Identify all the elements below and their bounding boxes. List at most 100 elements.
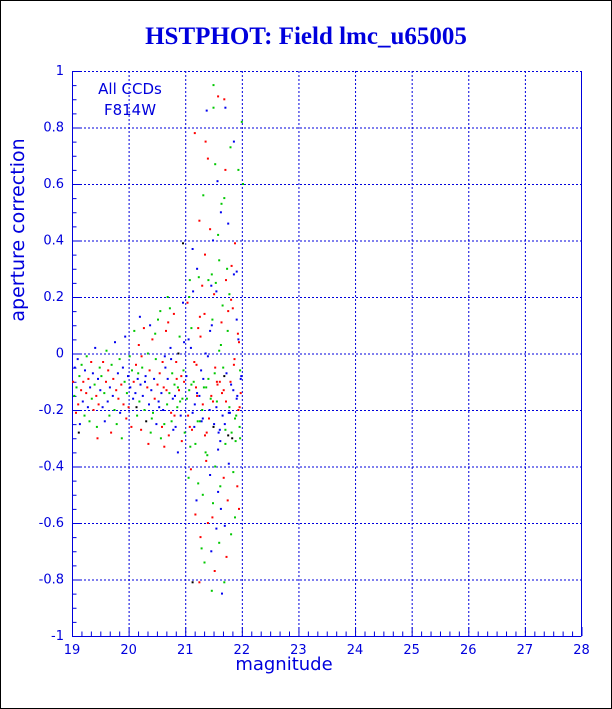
data-point-blue (183, 341, 186, 344)
data-point-blue (150, 389, 153, 392)
data-point-green (154, 358, 157, 361)
data-point-blue (209, 329, 212, 332)
data-point-red (230, 298, 233, 301)
data-point-green (168, 392, 171, 395)
data-point-green (238, 425, 241, 428)
data-point-red (234, 242, 236, 245)
data-point-green (100, 375, 103, 378)
data-point-blue (221, 414, 224, 417)
data-point-red (96, 437, 99, 440)
data-point-red (165, 329, 167, 332)
axis-tick-labels: 19 20 21 22 23 24 25 26 27 28 -1 -0.8 -0.6 -0.4 -0.2 0 0… (39, 64, 590, 658)
data-point-green (150, 417, 153, 420)
data-point-blue (160, 392, 163, 395)
data-point-green (211, 318, 214, 321)
data-point-green (235, 414, 238, 417)
data-point-blue (205, 109, 208, 112)
data-point-blue (202, 377, 205, 380)
data-point-blue (223, 423, 226, 426)
data-point-blue (215, 290, 218, 293)
data-point-blue (149, 324, 152, 327)
data-point-red (189, 468, 192, 471)
data-point-green (85, 355, 88, 358)
data-point-blue (158, 406, 161, 409)
data-point-red (117, 397, 120, 400)
data-point-green (188, 279, 191, 282)
data-point-blue (200, 420, 203, 423)
data-point-blue (182, 301, 184, 304)
data-point-blue (185, 375, 188, 378)
data-point-blue (235, 397, 238, 400)
data-point-red (204, 434, 206, 437)
data-point-red (193, 361, 196, 363)
data-point-red (162, 386, 165, 389)
data-point-green (214, 465, 217, 468)
data-point-red (213, 293, 216, 296)
data-point-blue (210, 550, 213, 553)
data-point-green (207, 279, 210, 282)
data-point-green (190, 383, 193, 386)
x-tick-label: 22 (234, 643, 251, 658)
data-point-green (237, 168, 240, 171)
data-point-red (92, 409, 95, 411)
y-tick-label: -0.6 (39, 516, 64, 531)
data-point-blue (210, 284, 213, 287)
data-point-red (112, 377, 115, 380)
data-point-green (88, 420, 91, 423)
data-point-green (136, 414, 139, 417)
data-point-green (197, 276, 200, 279)
data-point-green (173, 383, 176, 386)
data-point-blue (129, 386, 132, 389)
data-point-red (178, 389, 180, 392)
data-point-red (229, 380, 232, 383)
data-point-red (225, 279, 227, 282)
data-point-red (203, 312, 206, 315)
data-point-green (182, 369, 185, 372)
data-point-blue (219, 507, 222, 510)
data-point-red (167, 321, 170, 324)
y-tick-label: -0.2 (39, 403, 64, 418)
data-point-blue (144, 380, 146, 383)
data-point-blue (198, 394, 201, 397)
data-point-blue (232, 273, 235, 276)
data-point-green (205, 386, 208, 389)
data-point-green (221, 304, 224, 307)
data-point-green (188, 389, 191, 392)
data-point-green (204, 451, 207, 454)
data-point-blue (219, 211, 222, 214)
data-point-green (194, 442, 197, 445)
data-point-red (161, 361, 164, 363)
data-point-blue (153, 377, 156, 380)
data-point-blue (215, 406, 218, 409)
data-point-red (122, 403, 125, 406)
data-point-red (223, 98, 226, 101)
data-point-blue (192, 290, 195, 293)
data-point-green (149, 431, 152, 434)
data-point-blue (232, 389, 235, 392)
data-point-green (113, 409, 116, 411)
data-point-green (201, 493, 204, 496)
data-point-green (73, 394, 76, 397)
data-point-green (90, 397, 93, 400)
data-point-green (226, 329, 229, 332)
data-point-red (198, 581, 201, 584)
data-point-blue (230, 383, 233, 386)
data-point-green (120, 437, 123, 440)
data-point-blue (215, 527, 218, 530)
data-point-green (219, 485, 222, 488)
data-point-red (180, 375, 183, 378)
data-point-red (212, 400, 214, 403)
data-point-green (214, 281, 217, 284)
x-tick-label: 19 (64, 643, 81, 658)
data-point-green (200, 547, 203, 550)
data-point-green (228, 406, 231, 409)
data-point-blue (176, 451, 179, 454)
data-point-blue (103, 420, 106, 423)
data-point-green (152, 411, 154, 414)
data-point-green (234, 417, 236, 420)
data-point-red (199, 536, 202, 539)
data-point-green (178, 335, 181, 338)
data-point-blue (235, 270, 238, 273)
data-point-black (182, 242, 184, 245)
data-point-green (213, 372, 216, 375)
